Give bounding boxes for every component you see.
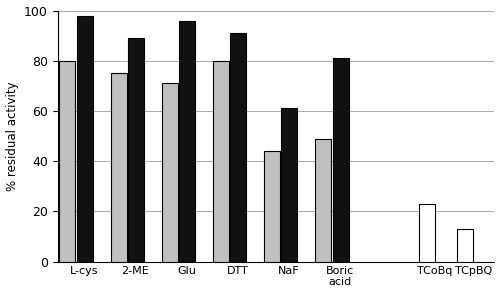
Bar bbox=[264, 151, 280, 262]
Bar bbox=[179, 21, 195, 262]
Bar bbox=[332, 58, 348, 262]
Bar bbox=[110, 73, 126, 262]
Y-axis label: % residual activity: % residual activity bbox=[6, 81, 18, 191]
Bar bbox=[230, 33, 246, 262]
Bar bbox=[316, 139, 332, 262]
Bar bbox=[162, 84, 178, 262]
Bar bbox=[60, 61, 76, 262]
Bar bbox=[419, 204, 435, 262]
Bar bbox=[458, 229, 473, 262]
Bar bbox=[128, 38, 144, 262]
Bar bbox=[76, 16, 92, 262]
Bar bbox=[213, 61, 229, 262]
Bar bbox=[282, 108, 298, 262]
